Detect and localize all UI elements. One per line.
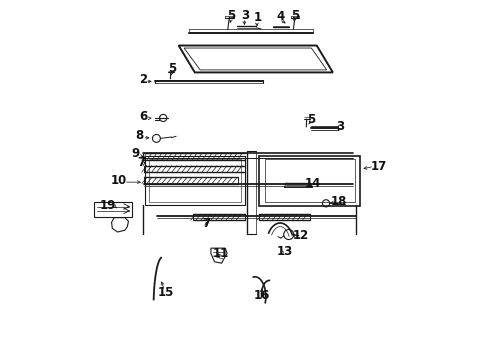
Text: 18: 18 (331, 195, 347, 208)
Text: 2: 2 (139, 73, 147, 86)
Text: 9: 9 (131, 147, 140, 159)
Text: 7: 7 (137, 156, 145, 169)
Text: 5: 5 (168, 62, 176, 75)
Text: 10: 10 (111, 174, 127, 186)
Text: 5: 5 (307, 113, 316, 126)
Text: 7: 7 (202, 216, 210, 230)
Text: 17: 17 (370, 160, 387, 173)
Bar (95, 202, 132, 217)
Text: 13: 13 (277, 245, 294, 258)
Text: 16: 16 (254, 289, 270, 302)
Text: 6: 6 (140, 110, 148, 123)
Text: 1: 1 (253, 12, 262, 24)
Text: 19: 19 (100, 199, 116, 212)
Text: 5: 5 (291, 9, 299, 22)
Text: 8: 8 (135, 129, 144, 142)
Text: 4: 4 (276, 10, 284, 23)
Text: 3: 3 (241, 9, 249, 22)
Text: 11: 11 (213, 247, 229, 260)
Text: 3: 3 (336, 121, 344, 134)
Text: 5: 5 (227, 9, 236, 22)
Text: 15: 15 (157, 287, 173, 300)
Text: 14: 14 (305, 177, 321, 190)
Text: 12: 12 (293, 229, 309, 242)
